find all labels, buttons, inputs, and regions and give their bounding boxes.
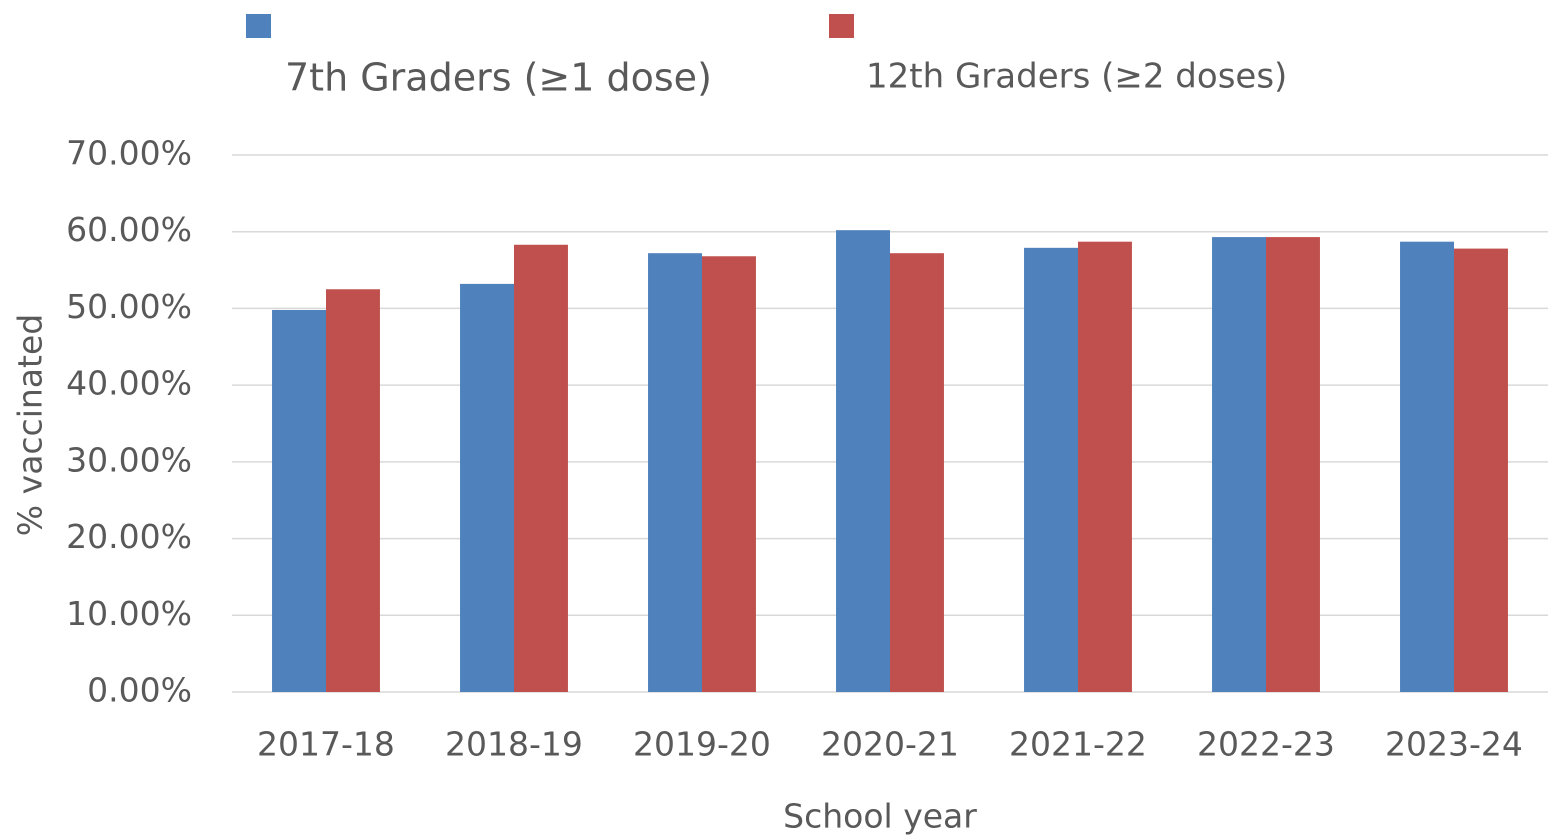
bar	[1266, 237, 1320, 692]
bar	[272, 309, 326, 692]
bar	[702, 256, 756, 692]
x-tick-label: 2023-24	[1385, 725, 1523, 764]
bar	[1212, 237, 1266, 692]
legend-label: 12th Graders (≥2 doses)	[866, 57, 1287, 97]
x-tick-label: 2022-23	[1197, 725, 1335, 764]
bar	[326, 289, 380, 692]
x-tick-label: 2020-21	[821, 725, 959, 764]
bar	[648, 253, 702, 693]
x-tick-label: 2017-18	[257, 725, 395, 764]
bar	[836, 230, 890, 692]
y-tick-label: 70.00%	[66, 134, 192, 173]
bar	[1024, 247, 1078, 692]
y-tick-label: 10.00%	[66, 594, 192, 633]
y-tick-label: 30.00%	[66, 440, 192, 479]
y-tick-label: 50.00%	[66, 287, 192, 326]
y-tick-label: 20.00%	[66, 517, 192, 556]
y-axis-title: % vaccinated	[11, 314, 50, 536]
bar	[1078, 241, 1132, 693]
x-tick-label: 2019-20	[633, 725, 771, 764]
legend-swatch	[246, 14, 271, 38]
x-axis-title: School year	[783, 797, 977, 836]
bar	[890, 253, 944, 693]
y-tick-label: 0.00%	[87, 671, 192, 710]
bar	[1454, 248, 1508, 692]
x-tick-label: 2018-19	[445, 725, 583, 764]
y-tick-label: 40.00%	[66, 364, 192, 403]
bar	[1400, 241, 1454, 693]
bar	[460, 283, 514, 692]
x-tick-label: 2021-22	[1009, 725, 1147, 764]
bar	[514, 244, 568, 692]
legend-swatch	[829, 14, 854, 38]
legend-label: 7th Graders (≥1 dose)	[285, 56, 712, 100]
y-tick-label: 60.00%	[66, 210, 192, 249]
